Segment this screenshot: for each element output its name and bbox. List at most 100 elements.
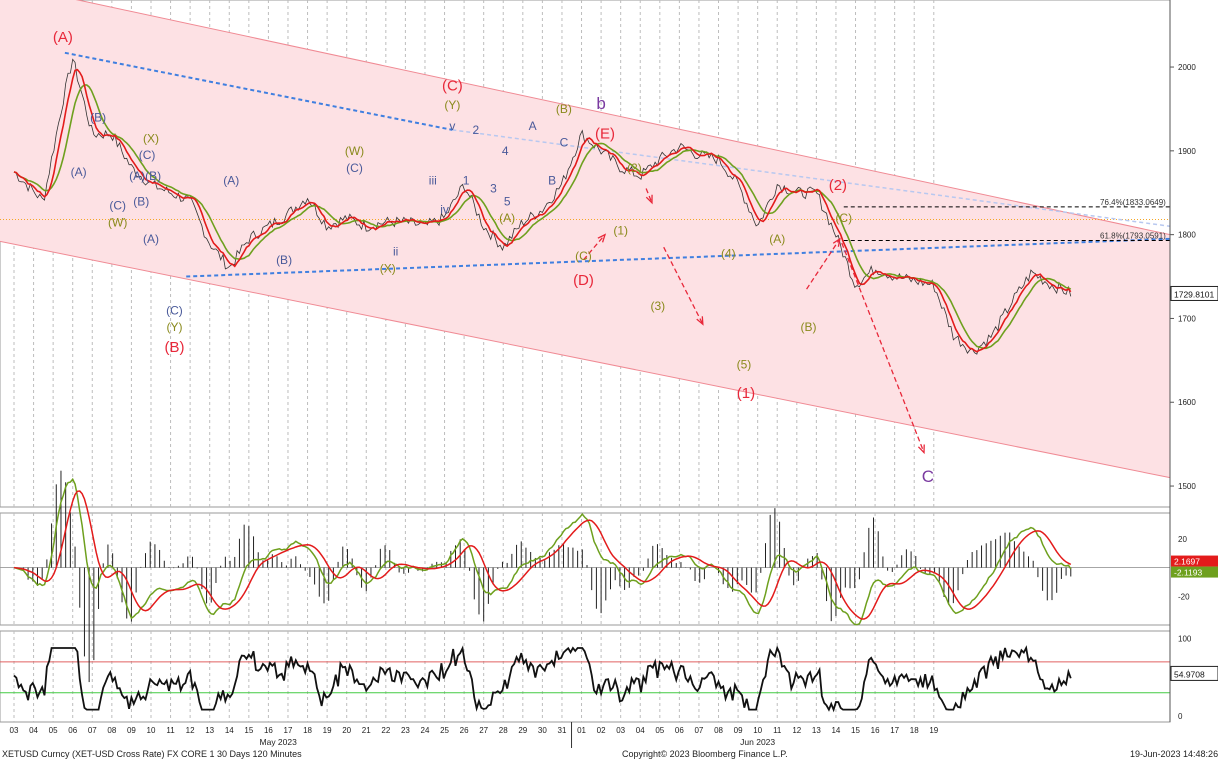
wave-label: (B) — [164, 339, 184, 356]
wave-label: iv — [440, 203, 449, 217]
macd-value-box-green — [1171, 566, 1218, 578]
wave-label: (C) — [166, 303, 183, 317]
x-tick-label: 08 — [714, 726, 723, 735]
x-tick-label: 10 — [147, 726, 156, 735]
x-tick-label: 07 — [694, 726, 703, 735]
wave-label: (C) — [139, 148, 156, 162]
wave-label: 1 — [463, 173, 470, 187]
channel-bottom-line — [0, 240, 1171, 479]
x-tick-label: 09 — [734, 726, 743, 735]
projection-arrow-2 — [645, 188, 653, 204]
x-tick-label: 29 — [518, 726, 527, 735]
wave-label: 3 — [490, 182, 497, 196]
x-tick-label: 09 — [127, 726, 136, 735]
last-price-label: 1729.8101 — [1174, 289, 1214, 299]
wave-label: (D) — [573, 272, 594, 289]
y-tick-label: 1900 — [1178, 147, 1196, 156]
upper-trendline — [64, 51, 453, 131]
wave-label: 5 — [504, 194, 511, 208]
x-tick-label: 23 — [401, 726, 410, 735]
x-tick-label: 11 — [773, 726, 782, 735]
x-tick-label: 19 — [323, 726, 332, 735]
wave-label: (A) — [769, 232, 785, 246]
wave-label: C — [922, 467, 934, 486]
month-label-jun: Jun 2023 — [740, 737, 775, 747]
wave-label: (C) — [442, 78, 463, 95]
wave-label: (X) — [143, 131, 159, 145]
rsi-line — [13, 645, 1072, 713]
x-tick-label: 04 — [29, 726, 38, 735]
fib-label: 61.8%(1793.0591) — [1100, 231, 1166, 240]
x-tick-label: 03 — [616, 726, 625, 735]
x-tick-label: 16 — [871, 726, 880, 735]
projection-arrow-up-head — [832, 237, 841, 247]
x-tick-label: 05 — [655, 726, 664, 735]
x-tick-label: 08 — [107, 726, 116, 735]
x-tick-label: 15 — [851, 726, 860, 735]
x-tick-label: 15 — [244, 726, 253, 735]
macd-signal-value-label: -2.1193 — [1174, 568, 1202, 578]
x-tick-label: 25 — [440, 726, 449, 735]
wave-label: (3) — [651, 299, 666, 313]
wave-label: (X) — [380, 261, 396, 275]
projection-arrow-2-head — [645, 194, 653, 205]
wave-label: (A) — [71, 165, 87, 179]
wave-label: A — [529, 119, 537, 133]
y-tick-label: 1500 — [1178, 482, 1196, 491]
annotation-layer: 76.4%(1833.0649)61.8%(1793.0591)(A)(B)(A… — [53, 29, 1170, 486]
wave-label: C — [560, 136, 569, 150]
wave-label: (C) — [109, 199, 126, 213]
x-tick-label: 04 — [636, 726, 645, 735]
channel-top-line — [75, 0, 1171, 236]
macd-y-tick-label: 20 — [1178, 535, 1187, 544]
x-tick-label: 11 — [166, 726, 175, 735]
wave-label: 4 — [502, 144, 509, 158]
wave-label: (1) — [613, 224, 628, 238]
macd-line — [13, 477, 1072, 626]
x-tick-label: 22 — [381, 726, 390, 735]
x-tick-label: 07 — [88, 726, 97, 735]
x-tick-label: 18 — [303, 726, 312, 735]
rsi-y-tick-label: 0 — [1178, 712, 1183, 721]
wave-label: (B) — [801, 320, 817, 334]
projection-arrow-3-head — [696, 316, 704, 326]
x-tick-label: 16 — [264, 726, 273, 735]
x-tick-label: 20 — [342, 726, 351, 735]
x-tick-label: 19 — [929, 726, 938, 735]
wave-label: (1) — [737, 385, 755, 402]
wave-label: (4) — [721, 246, 736, 260]
wave-label: (B) — [90, 111, 106, 125]
channel-layer — [0, 0, 1171, 479]
y-tick-label: 2000 — [1178, 63, 1196, 72]
wave-label: ii — [393, 245, 398, 259]
wave-label: (B) — [276, 253, 292, 267]
wave-label: (C) — [575, 249, 592, 263]
projection-arrow-c — [841, 242, 925, 453]
wave-label: (A) — [53, 29, 73, 46]
macd-value-box-red — [1171, 555, 1218, 567]
x-tick-label: 28 — [499, 726, 508, 735]
y-tick-label: 1800 — [1178, 231, 1196, 240]
macd-y-tick-label: -20 — [1178, 592, 1190, 601]
footer-copyright: Copyright© 2023 Bloomberg Finance L.P. — [622, 749, 788, 759]
rsi-value-label: 54.9708 — [1174, 669, 1205, 679]
wave-label: (2) — [829, 177, 847, 194]
moving-average-slow — [13, 84, 1072, 350]
wave-label: iii — [429, 173, 437, 187]
wave-label: (A) — [499, 211, 515, 225]
wave-label: (Y) — [166, 320, 182, 334]
channel-fill — [0, 0, 1170, 478]
x-tick-label: 13 — [812, 726, 821, 735]
x-tick-label: 10 — [753, 726, 762, 735]
wave-label: (E) — [595, 125, 615, 142]
x-tick-label: 26 — [460, 726, 469, 735]
y-tick-label: 1600 — [1178, 398, 1196, 407]
month-label-may: May 2023 — [260, 737, 298, 747]
x-tick-label: 12 — [792, 726, 801, 735]
x-tick-label: 01 — [577, 726, 586, 735]
projection-arrow-3 — [663, 246, 704, 325]
projection-arrow-d — [582, 234, 606, 261]
x-tick-label: 05 — [49, 726, 58, 735]
wave-label: v — [449, 119, 455, 133]
